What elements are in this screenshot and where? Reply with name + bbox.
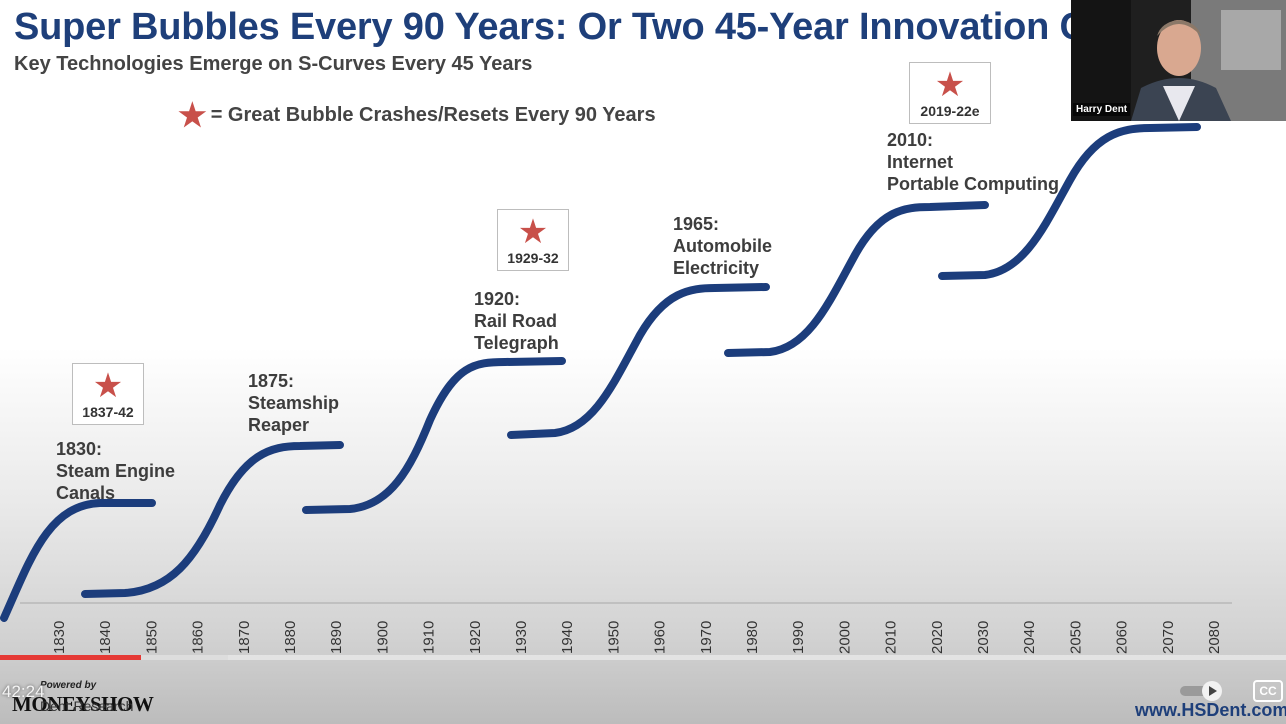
- x-tick-label-2050: 2050: [1067, 621, 1084, 654]
- era-line2: Electricity: [673, 258, 760, 278]
- star-icon: ★: [517, 213, 549, 251]
- era-label-1875: 1875: Steamship Reaper: [248, 370, 339, 436]
- x-tick-label-2040: 2040: [1021, 621, 1038, 654]
- era-label-1965: 1965: Automobile Electricity: [673, 213, 772, 279]
- x-tick-label-2070: 2070: [1160, 621, 1177, 654]
- s-curve-3: [302, 357, 566, 514]
- crash-years: 1837-42: [82, 404, 134, 420]
- crash-box-2019: ★ 2019-22e: [909, 62, 991, 124]
- s-curve-5: [724, 201, 989, 357]
- autoplay-toggle-icon[interactable]: [1180, 681, 1224, 701]
- powered-by-label: Powered by: [40, 680, 97, 691]
- closed-captions-button[interactable]: CC: [1253, 680, 1283, 702]
- era-line1: Rail Road: [474, 311, 558, 331]
- x-tick-label-2080: 2080: [1206, 621, 1223, 654]
- star-icon: ★: [934, 66, 966, 104]
- era-label-1830: 1830: Steam Engine Canals: [56, 438, 175, 504]
- webcam-feed: Harry Dent: [1071, 0, 1286, 121]
- moneyshow-logo: MONEYSHOW: [12, 692, 154, 716]
- x-tick-label-1940: 1940: [559, 621, 576, 654]
- x-tick-label-1980: 1980: [744, 621, 761, 654]
- legend-text: = Great Bubble Crashes/Resets Every 90 Y…: [210, 104, 656, 126]
- era-line2: Reaper: [248, 415, 310, 435]
- x-tick-label-1890: 1890: [328, 621, 345, 654]
- crash-box-1837: ★ 1837-42: [72, 363, 144, 425]
- website-url: www.HSDent.com: [1135, 700, 1286, 720]
- star-icon: ★: [92, 367, 124, 405]
- crash-box-1929: ★ 1929-32: [497, 209, 569, 271]
- era-line2: Canals: [56, 483, 116, 503]
- s-curve-2: [81, 441, 344, 598]
- x-tick-label-1840: 1840: [97, 621, 114, 654]
- era-line1: Automobile: [673, 236, 772, 256]
- video-time: 42:24: [2, 682, 45, 701]
- x-tick-label-1990: 1990: [790, 621, 807, 654]
- x-tick-label-1850: 1850: [143, 621, 160, 654]
- x-tick-label-2060: 2060: [1114, 621, 1131, 654]
- era-year: 2010:: [887, 130, 934, 150]
- x-tick-label-1870: 1870: [236, 621, 253, 654]
- crash-years: 2019-22e: [920, 103, 980, 119]
- x-tick-label-2000: 2000: [836, 621, 853, 654]
- presenter-name: Harry Dent: [1073, 103, 1131, 116]
- x-tick-label-1880: 1880: [282, 621, 299, 654]
- era-line2: Telegraph: [474, 333, 559, 353]
- era-line1: Steam Engine: [56, 461, 176, 481]
- era-year: 1920:: [474, 289, 521, 309]
- s-curve-4: [507, 283, 770, 439]
- research-label: Dent Research: [40, 698, 134, 714]
- x-tick-label-2030: 2030: [975, 621, 992, 654]
- x-tick-label-1950: 1950: [605, 621, 622, 654]
- legend: ★ = Great Bubble Crashes/Resets Every 90 …: [178, 99, 656, 131]
- era-year: 1830:: [56, 439, 103, 459]
- slide-title: Super Bubbles Every 90 Years: Or Two 45-…: [14, 6, 1087, 48]
- era-line1: Internet: [887, 152, 954, 172]
- x-tick-label-1970: 1970: [698, 621, 715, 654]
- era-label-1920: 1920: Rail Road Telegraph: [474, 288, 559, 354]
- x-tick-label-1830: 1830: [51, 621, 68, 654]
- x-tick-label-1910: 1910: [421, 621, 438, 654]
- video-played: [0, 655, 142, 660]
- s-curve-1: [0, 499, 156, 622]
- slide-subtitle: Key Technologies Emerge on S-Curves Ever…: [14, 53, 533, 75]
- x-tick-label-1900: 1900: [374, 621, 391, 654]
- x-tick-label-1860: 1860: [190, 621, 207, 654]
- star-icon: ★: [178, 97, 207, 133]
- presenter-silhouette-icon: [1071, 0, 1286, 121]
- era-year: 1875:: [248, 371, 295, 391]
- x-tick-label-2020: 2020: [929, 621, 946, 654]
- video-progress-bar[interactable]: [0, 655, 1286, 660]
- era-year: 1965:: [673, 214, 720, 234]
- era-line2: Portable Computing: [887, 174, 1059, 194]
- era-line1: Steamship: [248, 393, 340, 413]
- s-curve-6: [938, 123, 1201, 280]
- era-label-2010: 2010: Internet Portable Computing: [887, 129, 1059, 195]
- x-tick-label-1960: 1960: [652, 621, 669, 654]
- crash-years: 1929-32: [507, 250, 559, 266]
- x-tick-label-1920: 1920: [467, 621, 484, 654]
- x-tick-label-2010: 2010: [883, 621, 900, 654]
- x-tick-label-1930: 1930: [513, 621, 530, 654]
